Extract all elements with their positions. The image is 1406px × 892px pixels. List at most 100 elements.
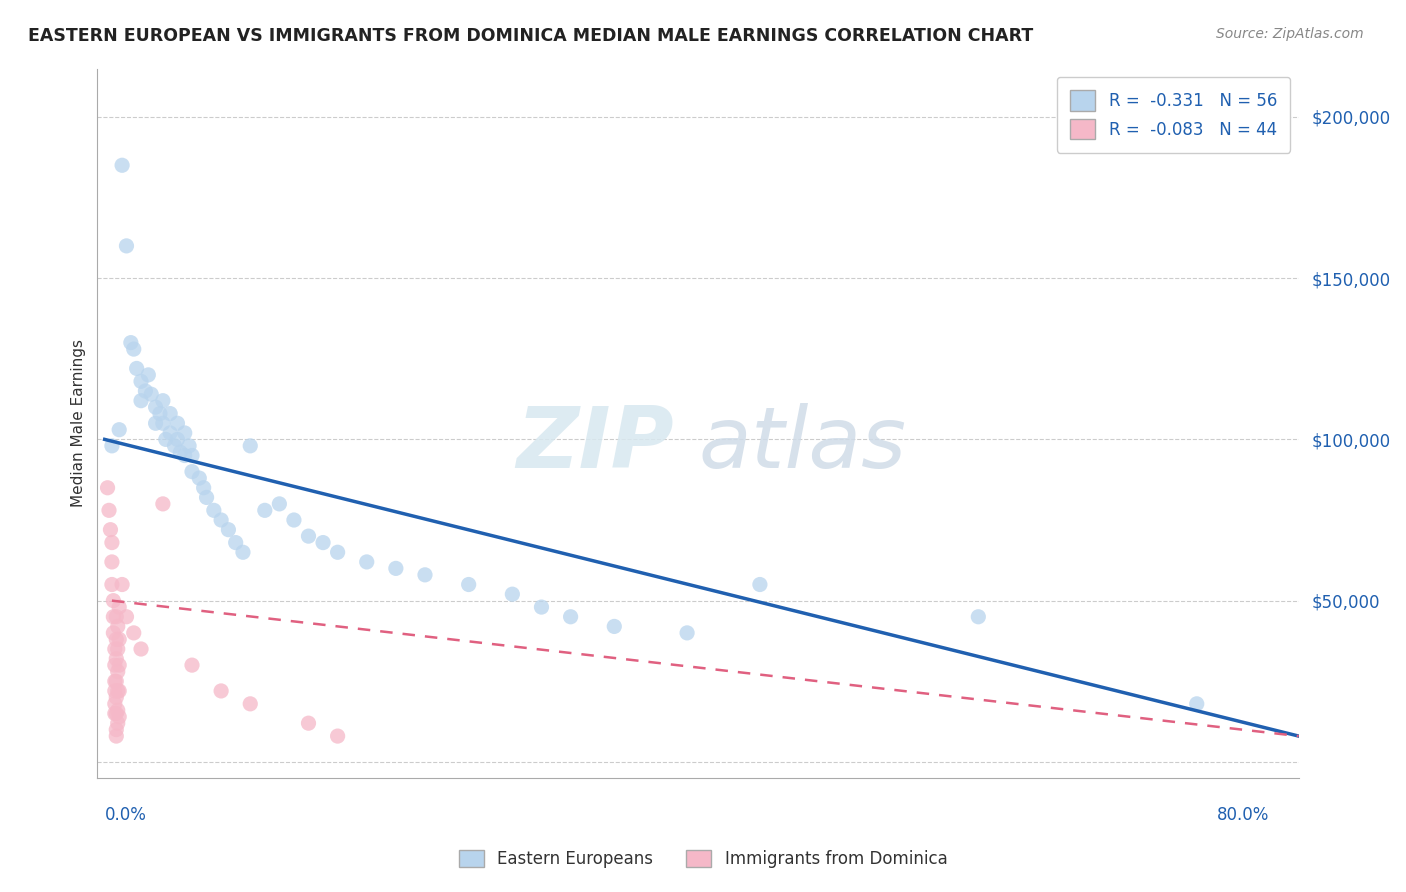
- Point: [967, 609, 990, 624]
- Point: [105, 674, 128, 689]
- Point: [385, 561, 408, 575]
- Text: Source: ZipAtlas.com: Source: ZipAtlas.com: [1216, 27, 1364, 41]
- Point: [103, 609, 125, 624]
- Point: [152, 497, 174, 511]
- Point: [101, 535, 124, 549]
- Text: ZIP: ZIP: [516, 403, 673, 486]
- Point: [104, 674, 127, 689]
- Point: [108, 658, 131, 673]
- Point: [166, 433, 188, 447]
- Point: [115, 609, 138, 624]
- Point: [101, 577, 124, 591]
- Point: [105, 723, 128, 737]
- Point: [457, 577, 479, 591]
- Point: [108, 600, 131, 615]
- Point: [104, 684, 127, 698]
- Point: [193, 481, 215, 495]
- Point: [105, 632, 128, 647]
- Point: [145, 400, 167, 414]
- Point: [107, 703, 129, 717]
- Point: [159, 407, 181, 421]
- Legend: Eastern Europeans, Immigrants from Dominica: Eastern Europeans, Immigrants from Domin…: [451, 843, 955, 875]
- Point: [149, 407, 172, 421]
- Point: [159, 425, 181, 440]
- Point: [120, 335, 142, 350]
- Point: [105, 729, 128, 743]
- Point: [188, 471, 211, 485]
- Point: [96, 481, 118, 495]
- Point: [177, 439, 200, 453]
- Point: [283, 513, 305, 527]
- Point: [530, 600, 553, 615]
- Point: [107, 665, 129, 679]
- Point: [155, 433, 177, 447]
- Point: [195, 491, 218, 505]
- Point: [105, 706, 128, 721]
- Point: [173, 425, 195, 440]
- Point: [125, 361, 148, 376]
- Point: [269, 497, 291, 511]
- Point: [676, 626, 699, 640]
- Point: [152, 417, 174, 431]
- Point: [181, 449, 204, 463]
- Point: [326, 545, 349, 559]
- Text: 80.0%: 80.0%: [1218, 806, 1270, 824]
- Point: [209, 513, 232, 527]
- Point: [105, 609, 128, 624]
- Point: [560, 609, 582, 624]
- Point: [136, 368, 159, 382]
- Point: [107, 684, 129, 698]
- Point: [413, 567, 436, 582]
- Point: [209, 684, 232, 698]
- Point: [253, 503, 276, 517]
- Point: [239, 439, 262, 453]
- Point: [103, 593, 125, 607]
- Point: [166, 417, 188, 431]
- Point: [152, 393, 174, 408]
- Point: [232, 545, 254, 559]
- Point: [181, 658, 204, 673]
- Text: 0.0%: 0.0%: [104, 806, 146, 824]
- Point: [100, 523, 122, 537]
- Point: [145, 417, 167, 431]
- Point: [326, 729, 349, 743]
- Point: [105, 651, 128, 665]
- Point: [603, 619, 626, 633]
- Text: EASTERN EUROPEAN VS IMMIGRANTS FROM DOMINICA MEDIAN MALE EARNINGS CORRELATION CH: EASTERN EUROPEAN VS IMMIGRANTS FROM DOMI…: [28, 27, 1033, 45]
- Point: [104, 642, 127, 657]
- Y-axis label: Median Male Earnings: Median Male Earnings: [72, 339, 86, 508]
- Legend: R =  -0.331   N = 56, R =  -0.083   N = 44: R = -0.331 N = 56, R = -0.083 N = 44: [1057, 77, 1291, 153]
- Point: [129, 375, 152, 389]
- Point: [111, 577, 134, 591]
- Point: [163, 439, 186, 453]
- Point: [748, 577, 770, 591]
- Point: [297, 716, 319, 731]
- Point: [98, 503, 121, 517]
- Point: [1185, 697, 1208, 711]
- Point: [312, 535, 335, 549]
- Point: [101, 555, 124, 569]
- Point: [108, 423, 131, 437]
- Point: [134, 384, 156, 398]
- Point: [107, 642, 129, 657]
- Text: atlas: atlas: [697, 403, 905, 486]
- Point: [108, 684, 131, 698]
- Point: [105, 690, 128, 705]
- Point: [111, 158, 134, 172]
- Point: [115, 239, 138, 253]
- Point: [107, 619, 129, 633]
- Point: [297, 529, 319, 543]
- Point: [103, 626, 125, 640]
- Point: [129, 642, 152, 657]
- Point: [225, 535, 247, 549]
- Point: [107, 716, 129, 731]
- Point: [501, 587, 523, 601]
- Point: [202, 503, 225, 517]
- Point: [104, 697, 127, 711]
- Point: [122, 626, 145, 640]
- Point: [122, 342, 145, 356]
- Point: [239, 697, 262, 711]
- Point: [101, 439, 124, 453]
- Point: [181, 465, 204, 479]
- Point: [217, 523, 239, 537]
